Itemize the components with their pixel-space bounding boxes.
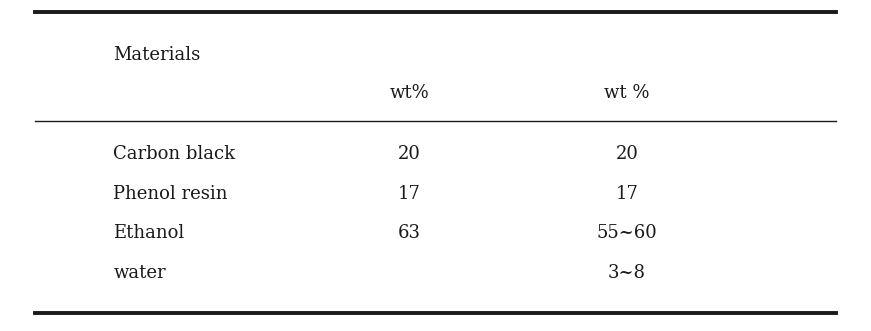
Text: 63: 63 (398, 224, 421, 242)
Text: 20: 20 (398, 145, 421, 163)
Text: 20: 20 (616, 145, 638, 163)
Text: wt%: wt% (389, 84, 429, 102)
Text: 55~60: 55~60 (597, 224, 658, 242)
Text: Carbon black: Carbon black (113, 145, 235, 163)
Text: 17: 17 (616, 185, 638, 203)
Text: Phenol resin: Phenol resin (113, 185, 227, 203)
Text: wt %: wt % (604, 84, 650, 102)
Text: 3~8: 3~8 (608, 264, 646, 282)
Text: Ethanol: Ethanol (113, 224, 185, 242)
Text: 17: 17 (398, 185, 421, 203)
Text: Materials: Materials (113, 46, 200, 64)
Text: water: water (113, 264, 165, 282)
